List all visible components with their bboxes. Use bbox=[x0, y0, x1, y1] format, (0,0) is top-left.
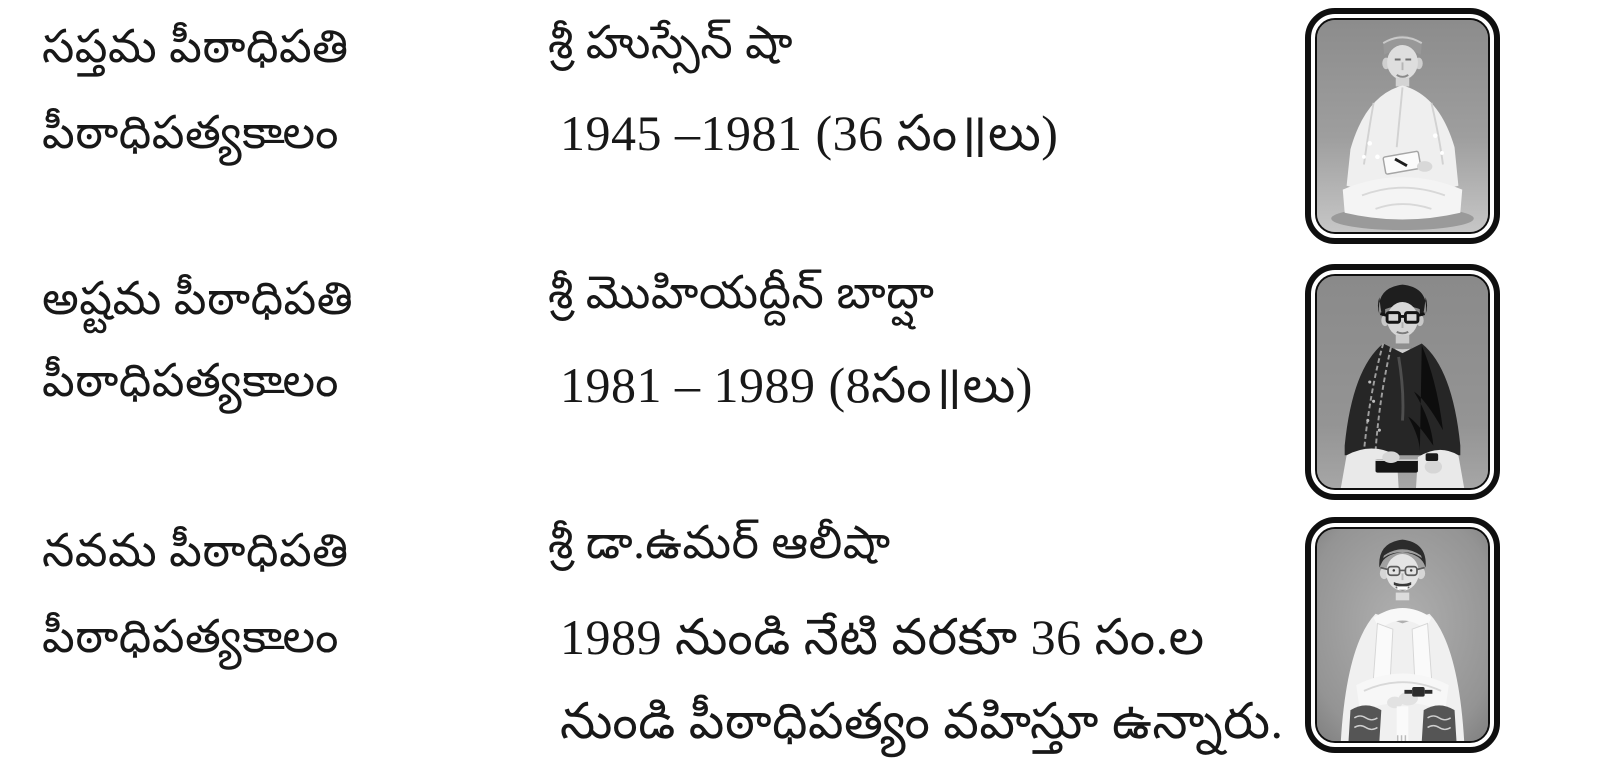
entry-3-tenure-label: పీఠాధిపత్యకాలం bbox=[42, 611, 339, 662]
entry-1-separator-dash: – bbox=[262, 113, 285, 162]
entry-1-photo-frame bbox=[1305, 8, 1500, 244]
man-with-glasses-dark-shawl-portrait-image bbox=[1317, 276, 1488, 488]
entry-3-photo-frame bbox=[1305, 517, 1500, 753]
seated-saint-portrait-image bbox=[1317, 20, 1488, 232]
entry-1-title: సప్తమ పీఠాధిపతి bbox=[42, 21, 349, 72]
entry-3-tenure-period-line-1: 1989 నుండి నేటి వరకూ 36 సం.ల bbox=[560, 609, 1205, 665]
entry-3-title: నవమ పీఠాధిపతి bbox=[42, 525, 349, 576]
entry-3-separator-dash: – bbox=[262, 619, 285, 668]
smiling-man-white-shawl-portrait-image bbox=[1317, 529, 1488, 741]
entry-3-tenure-period-line-2: నుండి పీఠాధిపత్యం వహిస్తూ ఉన్నారు. bbox=[560, 693, 1284, 749]
entry-1-tenure-period: 1945 –1981 (36 సం॥లు) bbox=[560, 105, 1059, 161]
entry-3-photo bbox=[1315, 527, 1490, 743]
entry-1-pithadhipati-name: శ్రీ హుస్సేన్ షా bbox=[548, 17, 794, 68]
entry-2-separator-dash: – bbox=[262, 363, 285, 412]
entry-2-title: అష్టమ పీఠాధిపతి bbox=[42, 273, 354, 324]
entry-2-tenure-label: పీఠాధిపత్యకాలం bbox=[42, 355, 339, 406]
entry-2-photo-frame bbox=[1305, 264, 1500, 500]
entry-1-tenure-label: పీఠాధిపత్యకాలం bbox=[42, 107, 339, 158]
entry-3-pithadhipati-name: శ్రీ డా.ఉమర్ ఆలీషా bbox=[548, 517, 891, 568]
entry-2-pithadhipati-name: శ్రీ మొహియద్దీన్ బాద్షా bbox=[548, 267, 935, 318]
entry-1-photo bbox=[1315, 18, 1490, 234]
entry-2-tenure-period: 1981 – 1989 (8సం॥లు) bbox=[560, 357, 1033, 413]
entry-2-photo bbox=[1315, 274, 1490, 490]
